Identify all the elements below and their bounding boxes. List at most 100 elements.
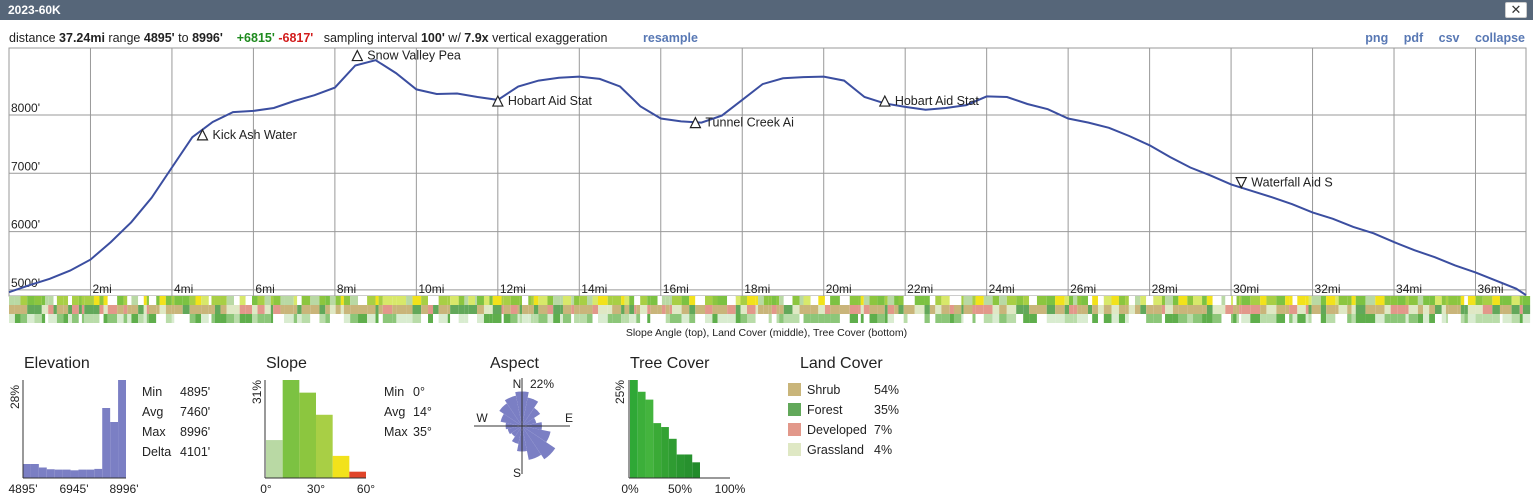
- waypoint-marker[interactable]: Hobart Aid Stat: [878, 94, 980, 108]
- slope-band-segment: [1134, 296, 1141, 305]
- slope-band-segment: [877, 296, 885, 305]
- landcover-band-segment: [468, 305, 476, 314]
- waypoint-marker[interactable]: Hobart Aid Stat: [491, 94, 593, 108]
- elevation-xlabel-max: 8996': [110, 482, 139, 496]
- slope-band-segment: [636, 296, 641, 305]
- waypoint-marker[interactable]: Tunnel Creek Ai: [689, 116, 794, 130]
- slope-band-segment: [367, 296, 376, 305]
- landcover-band-segment: [907, 305, 915, 314]
- slope-band-segment: [1064, 296, 1070, 305]
- landcover-band-segment: [522, 305, 529, 314]
- treecover-band-segment: [378, 314, 383, 323]
- slope-band-segment: [273, 296, 281, 305]
- slope-band-segment: [1460, 296, 1465, 305]
- slope-band-segment: [961, 296, 964, 305]
- treecover-band-segment: [1445, 314, 1449, 323]
- slope-band-segment: [665, 296, 670, 305]
- interval-label: sampling interval: [323, 31, 418, 45]
- slope-band-segment: [914, 296, 925, 305]
- waypoint-label: Waterfall Aid S: [1251, 176, 1333, 190]
- landcover-band-segment: [792, 305, 800, 314]
- slope-band-segment: [1308, 296, 1312, 305]
- landcover-band-segment: [1338, 305, 1348, 314]
- treecover-band-segment: [953, 314, 962, 323]
- landcover-band-segment: [1499, 305, 1503, 314]
- waypoint-marker[interactable]: Waterfall Aid S: [1235, 176, 1333, 190]
- close-button[interactable]: ✕: [1505, 2, 1527, 18]
- slope-band-segment: [992, 296, 1000, 305]
- landcover-band-segment: [48, 305, 54, 314]
- collapse-link[interactable]: collapse: [1474, 31, 1525, 45]
- treecover-band-segment: [464, 314, 469, 323]
- treecover-band-segment: [450, 314, 459, 323]
- treecover-band-segment: [1097, 314, 1104, 323]
- x-tick-label: 32mi: [1315, 282, 1341, 296]
- treecover-band-segment: [297, 314, 302, 323]
- slope-band-segment: [492, 296, 502, 305]
- treecover-band-segment: [447, 314, 451, 323]
- aspect-wedge: [504, 395, 522, 426]
- treecover-band-segment: [1055, 314, 1065, 323]
- attribute-bands: [9, 296, 1531, 323]
- landcover-band-segment: [392, 305, 397, 314]
- slope-band-segment: [1202, 296, 1207, 305]
- slope-band-segment: [392, 296, 397, 305]
- treecover-band-segment: [9, 314, 15, 323]
- treecover-band-segment: [712, 314, 718, 323]
- treecover-band-segment: [1460, 314, 1465, 323]
- elevation-panel: Elevation 28% 4895' 6945' 8996' Min 4895'…: [0, 352, 250, 502]
- histogram-bar: [23, 464, 31, 478]
- treecover-band-segment: [165, 314, 172, 323]
- landcover-band-segment: [1460, 305, 1465, 314]
- treecover-band-segment: [983, 314, 993, 323]
- slope-band-segment: [301, 296, 311, 305]
- slope-band-segment: [9, 296, 15, 305]
- treecover-band-segment: [1347, 314, 1352, 323]
- slope-band-segment: [672, 296, 682, 305]
- treecover-band-segment: [1351, 314, 1356, 323]
- treecover-band-segment: [103, 314, 108, 323]
- landcover-band-segment: [78, 305, 82, 314]
- treecover-band-segment: [117, 314, 124, 323]
- slope-band-segment: [1326, 296, 1336, 305]
- landcover-band-segment: [1046, 305, 1056, 314]
- slope-band-segment: [884, 296, 888, 305]
- slope-band-segment: [280, 296, 285, 305]
- treecover-band-segment: [776, 314, 780, 323]
- y-tick-label: 8000': [11, 101, 40, 115]
- slope-band-segment: [468, 296, 476, 305]
- waypoint-marker[interactable]: Snow Valley Pea: [351, 49, 461, 63]
- treecover-band-segment: [1335, 314, 1339, 323]
- elevation-profile-chart[interactable]: 5000' 6000' 7000' 8000' 2mi 4mi 6mi 8mi 10mi 12m…: [0, 46, 1533, 326]
- landcover-band-segment: [665, 305, 670, 314]
- waypoint-label: Tunnel Creek Ai: [705, 116, 793, 130]
- waypoint-marker[interactable]: Kick Ash Water: [196, 128, 297, 142]
- histogram-bar: [78, 469, 87, 478]
- slope-band-segment: [553, 296, 561, 305]
- treecover-band-segment: [1467, 314, 1476, 323]
- treecover-band-segment: [598, 314, 608, 323]
- treecover-band-segment: [884, 314, 888, 323]
- resample-link[interactable]: resample: [643, 31, 698, 45]
- png-link[interactable]: png: [1365, 31, 1389, 45]
- landcover-band-segment: [1212, 305, 1222, 314]
- treecover-band-segment: [367, 314, 376, 323]
- slope-band-segment: [1233, 296, 1237, 305]
- pdf-link[interactable]: pdf: [1403, 31, 1424, 45]
- treecover-band-segment: [999, 314, 1007, 323]
- treecover-band-segment: [1073, 314, 1078, 323]
- treecover-band-segment: [1326, 314, 1336, 323]
- treecover-band-segment: [1475, 314, 1483, 323]
- treecover-band-segment: [1482, 314, 1493, 323]
- landcover-band-segment: [252, 305, 258, 314]
- landcover-band-segment: [975, 305, 984, 314]
- slope-band-segment: [935, 296, 942, 305]
- csv-link[interactable]: csv: [1438, 31, 1460, 45]
- slope-band-segment: [182, 296, 190, 305]
- slope-band-segment: [1499, 296, 1503, 305]
- treecover-band-segment: [1423, 314, 1430, 323]
- slope-band-segment: [396, 296, 407, 305]
- slope-band-segment: [839, 296, 850, 305]
- slope-band-segment: [211, 296, 215, 305]
- treecover-band-segment: [975, 314, 984, 323]
